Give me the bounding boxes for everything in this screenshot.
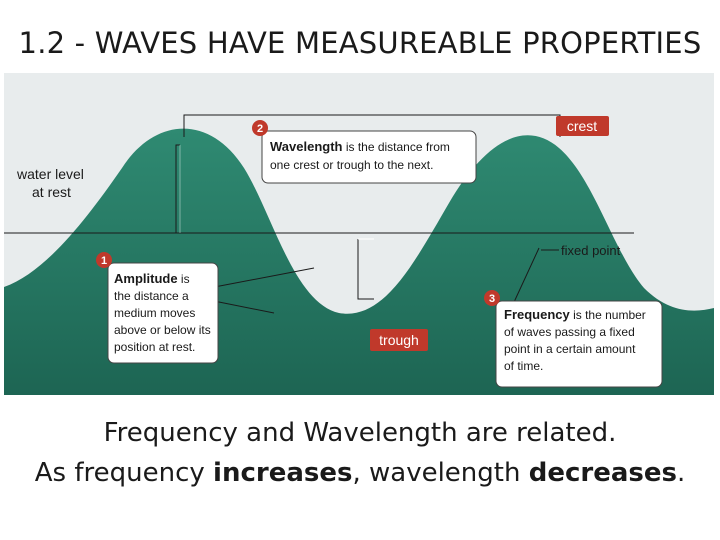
svg-text:2: 2: [257, 123, 263, 135]
callout-2-badge: [252, 120, 268, 136]
callout-1-badge: [96, 252, 112, 268]
svg-text:3: 3: [489, 293, 495, 305]
trough-label: trough: [379, 332, 419, 348]
caption-line-1: Frequency and Wavelength are related.: [103, 418, 617, 448]
svg-text:Wavelength is the distance fro: Wavelength is the distance from: [270, 139, 450, 154]
trough-marker: [357, 239, 374, 300]
fixed-point-label: fixed point: [561, 243, 621, 258]
frequency-callout: [495, 300, 663, 388]
water-level-label: water level: [16, 166, 84, 182]
svg-text:above or below its: above or below its: [114, 323, 211, 337]
svg-text:point in a certain amount: point in a certain amount: [504, 342, 636, 356]
svg-text:the distance a: the distance a: [114, 289, 189, 303]
water-level-label-2: at rest: [32, 184, 71, 200]
svg-text:of time.: of time.: [504, 359, 543, 373]
svg-text:position at rest.: position at rest.: [114, 340, 195, 354]
crest-badge: [556, 116, 609, 136]
amplitude-marker: [175, 144, 180, 234]
crest-label: crest: [567, 118, 597, 134]
amplitude-callout: [107, 262, 219, 364]
slide-caption: Frequency and Wavelength are related. As…: [0, 413, 720, 493]
svg-text:Amplitude is: Amplitude is: [114, 271, 190, 286]
slide-title: 1.2 - WAVES HAVE MEASUREABLE PROPERTIES: [18, 26, 702, 60]
svg-text:one crest or trough to the nex: one crest or trough to the next.: [270, 158, 433, 172]
svg-text:Frequency is the number: Frequency is the number: [504, 307, 646, 322]
callout-3-badge: [484, 290, 500, 306]
svg-text:of waves passing a fixed: of waves passing a fixed: [504, 325, 635, 339]
wavelength-callout: [261, 130, 477, 184]
svg-text:1: 1: [101, 255, 107, 267]
wave-diagram: water level at rest crest fixed point tr…: [4, 73, 714, 395]
trough-badge: [370, 329, 428, 351]
caption-line-2: As frequency increases, wavelength decre…: [34, 458, 686, 488]
svg-text:medium moves: medium moves: [114, 306, 195, 320]
